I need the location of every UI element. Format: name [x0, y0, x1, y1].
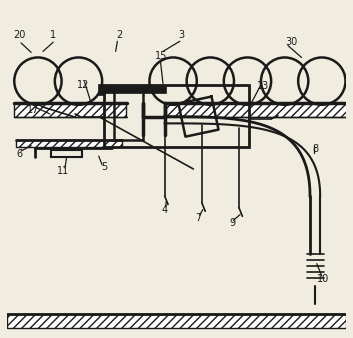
Bar	[104, 84, 249, 147]
Text: 11: 11	[57, 166, 70, 176]
Text: 8: 8	[312, 144, 318, 154]
Text: 4: 4	[162, 204, 168, 215]
Text: 30: 30	[285, 37, 298, 47]
Text: 10: 10	[317, 274, 330, 284]
Text: 1: 1	[50, 30, 56, 41]
Text: 20: 20	[13, 30, 25, 41]
Text: 13: 13	[257, 81, 269, 91]
Text: 6: 6	[16, 149, 22, 159]
Text: 7: 7	[195, 213, 202, 223]
Bar	[114, 91, 143, 140]
Text: 15: 15	[155, 51, 167, 61]
Text: 9: 9	[229, 218, 235, 228]
Bar	[52, 150, 82, 157]
Text: 5: 5	[101, 162, 107, 172]
Bar	[7, 314, 346, 328]
Text: 17: 17	[27, 105, 39, 115]
Bar	[164, 103, 349, 117]
Bar	[14, 103, 126, 117]
Bar	[98, 84, 104, 95]
Text: 12: 12	[77, 79, 90, 90]
Text: 3: 3	[179, 30, 185, 41]
Text: 2: 2	[116, 30, 122, 41]
Bar	[102, 86, 166, 93]
Bar	[16, 140, 122, 147]
